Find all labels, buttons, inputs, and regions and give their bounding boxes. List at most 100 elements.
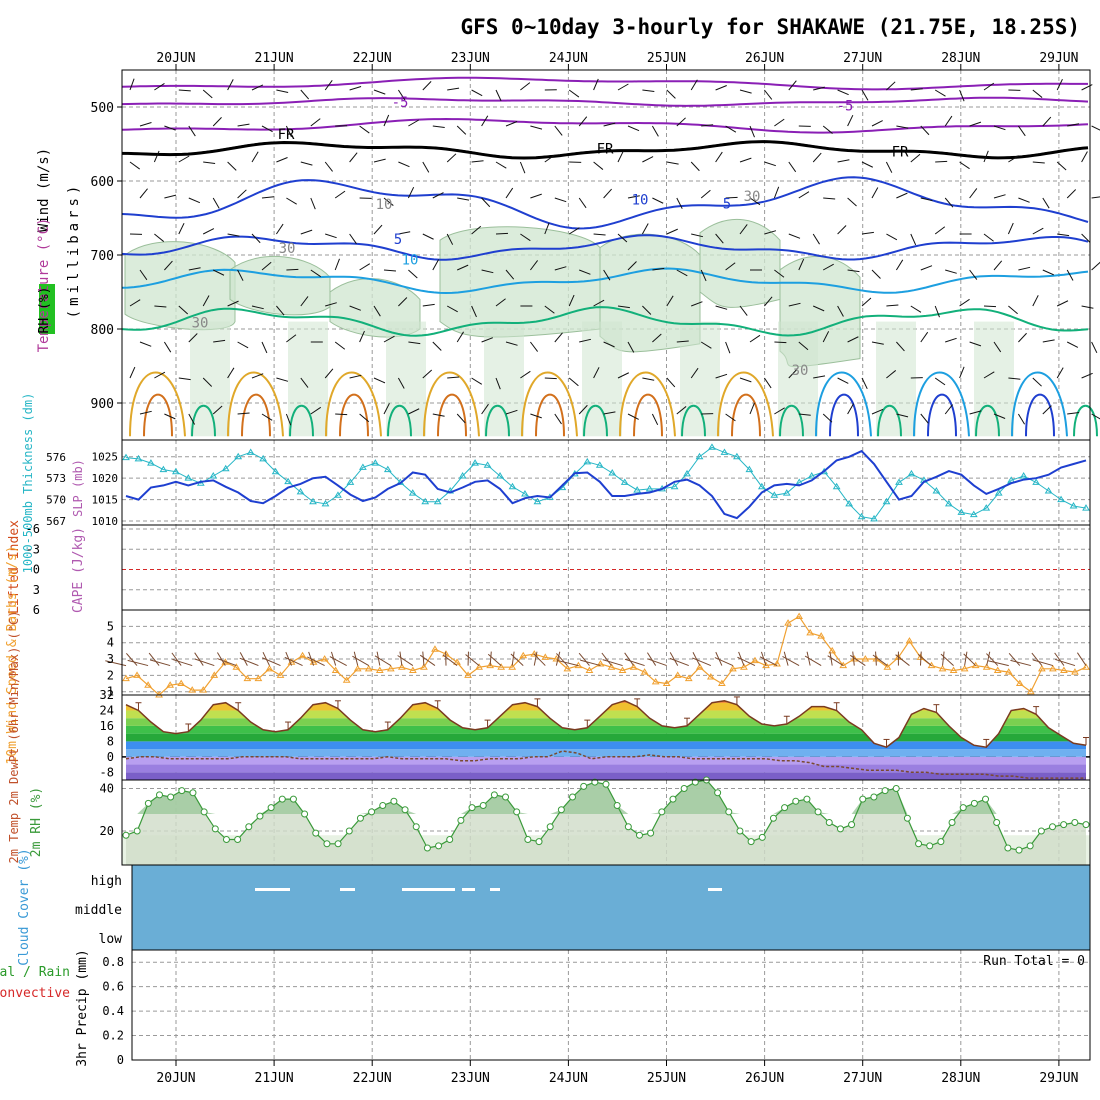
slp-point xyxy=(421,497,430,505)
contour-diurnal-loop xyxy=(717,371,774,437)
wind-barb xyxy=(690,79,698,91)
wind-barb xyxy=(153,150,160,163)
wind-barb xyxy=(969,121,982,127)
wind-barb xyxy=(886,81,896,91)
wind-barb-10m xyxy=(602,659,623,667)
wind-speed-point xyxy=(331,666,340,673)
temp-band xyxy=(126,718,1086,726)
rh-point xyxy=(502,793,510,801)
contour-label: 5 xyxy=(723,196,731,212)
wind-barb-10m xyxy=(511,651,515,666)
wind-speed-point xyxy=(717,679,726,687)
contour-minus5 xyxy=(121,176,1089,230)
slp-axis-label: SLP (mb) xyxy=(71,459,85,517)
wind-barb xyxy=(642,89,655,92)
wind-barb xyxy=(237,341,249,349)
wind-barb xyxy=(237,269,244,281)
wind-barb xyxy=(886,233,898,241)
wind-speed-point xyxy=(982,663,991,670)
wind-speed-point xyxy=(276,671,285,678)
rh-point xyxy=(825,819,833,826)
wind-speed-point xyxy=(662,679,671,687)
wind-barb xyxy=(163,341,172,353)
wind-barb xyxy=(812,233,820,245)
wind-barb xyxy=(725,341,731,354)
slp-point xyxy=(321,499,330,507)
wind-barb xyxy=(798,191,810,199)
rh-point xyxy=(915,840,923,848)
slp-point xyxy=(994,489,1003,496)
slp-point xyxy=(134,454,143,462)
wind-barb xyxy=(798,341,809,351)
wind-barb xyxy=(920,197,933,202)
wind-barb xyxy=(188,197,201,204)
wind-barb xyxy=(886,370,897,379)
wind-barb xyxy=(408,408,420,415)
rh-tick-label: 20 xyxy=(100,824,114,838)
wind-barb xyxy=(188,267,201,271)
rh-point xyxy=(412,823,420,831)
wind-speed-point xyxy=(1082,663,1090,670)
wind-barb xyxy=(896,125,909,129)
wind-barb-10m xyxy=(647,658,667,667)
slp-point xyxy=(782,489,791,496)
lifted-index-tick-label: -3 xyxy=(26,542,40,556)
precip-tick-label: 0.4 xyxy=(102,1004,124,1018)
wind-barb xyxy=(471,305,477,318)
rh-point xyxy=(289,795,297,803)
rh-point xyxy=(557,806,565,814)
thickness-tick-label: 570 xyxy=(46,494,66,507)
cloud-gap xyxy=(255,888,290,891)
wind-barb-10m xyxy=(692,652,701,666)
slp-point xyxy=(720,448,729,455)
wind-barb xyxy=(325,302,337,307)
wind-barb xyxy=(1017,413,1026,425)
rh-point xyxy=(892,785,900,792)
rh-point xyxy=(937,838,945,846)
slp-point xyxy=(832,482,841,490)
rh-point xyxy=(848,821,856,829)
contour-15 xyxy=(121,306,1089,337)
wind-speed-point xyxy=(773,659,781,667)
wind-barb xyxy=(212,117,222,127)
date-label-bottom: 23JUN xyxy=(451,1071,490,1086)
slp-point xyxy=(695,452,704,460)
wind-speed-point xyxy=(1071,668,1079,675)
wind-barb xyxy=(456,264,469,271)
wind-barb xyxy=(1042,269,1054,276)
wind-barb-10m xyxy=(759,656,778,667)
date-label-bottom: 24JUN xyxy=(549,1071,588,1086)
thickness-tick-label: 567 xyxy=(46,515,66,528)
slp-point xyxy=(857,512,866,520)
rh-point xyxy=(680,785,688,792)
rh-point xyxy=(200,808,208,816)
wind-barb xyxy=(446,233,454,245)
rh-point xyxy=(334,840,342,848)
slp-point xyxy=(371,459,380,466)
date-label-top: 25JUN xyxy=(647,51,686,66)
wind-barb xyxy=(432,192,444,199)
wind-speed-point xyxy=(464,671,472,678)
wind-barb xyxy=(188,333,198,343)
wind-barb xyxy=(212,269,225,276)
wind-speed-point xyxy=(475,663,483,670)
wind-speed-point xyxy=(1037,664,1046,672)
wind-barb xyxy=(1056,367,1064,379)
rh-point xyxy=(513,808,521,816)
wind-barb xyxy=(349,86,362,91)
wind-speed-point xyxy=(949,666,958,673)
wind-barb xyxy=(910,153,921,163)
wind-barb xyxy=(666,89,676,99)
wind-barb xyxy=(456,125,467,135)
wind-speed-point xyxy=(706,673,715,680)
wind-barb-10m xyxy=(125,653,138,666)
date-label-top: 29JUN xyxy=(1039,51,1078,66)
cloud-tick-label: middle xyxy=(75,903,122,918)
rh-point xyxy=(1026,842,1034,850)
wind-barb xyxy=(895,259,904,271)
wind-barb xyxy=(300,377,309,388)
wind-barb xyxy=(603,122,616,127)
contour-diurnal-green xyxy=(681,405,706,437)
pressure-tick-label: 600 xyxy=(91,175,114,190)
wind-barb xyxy=(422,161,430,173)
